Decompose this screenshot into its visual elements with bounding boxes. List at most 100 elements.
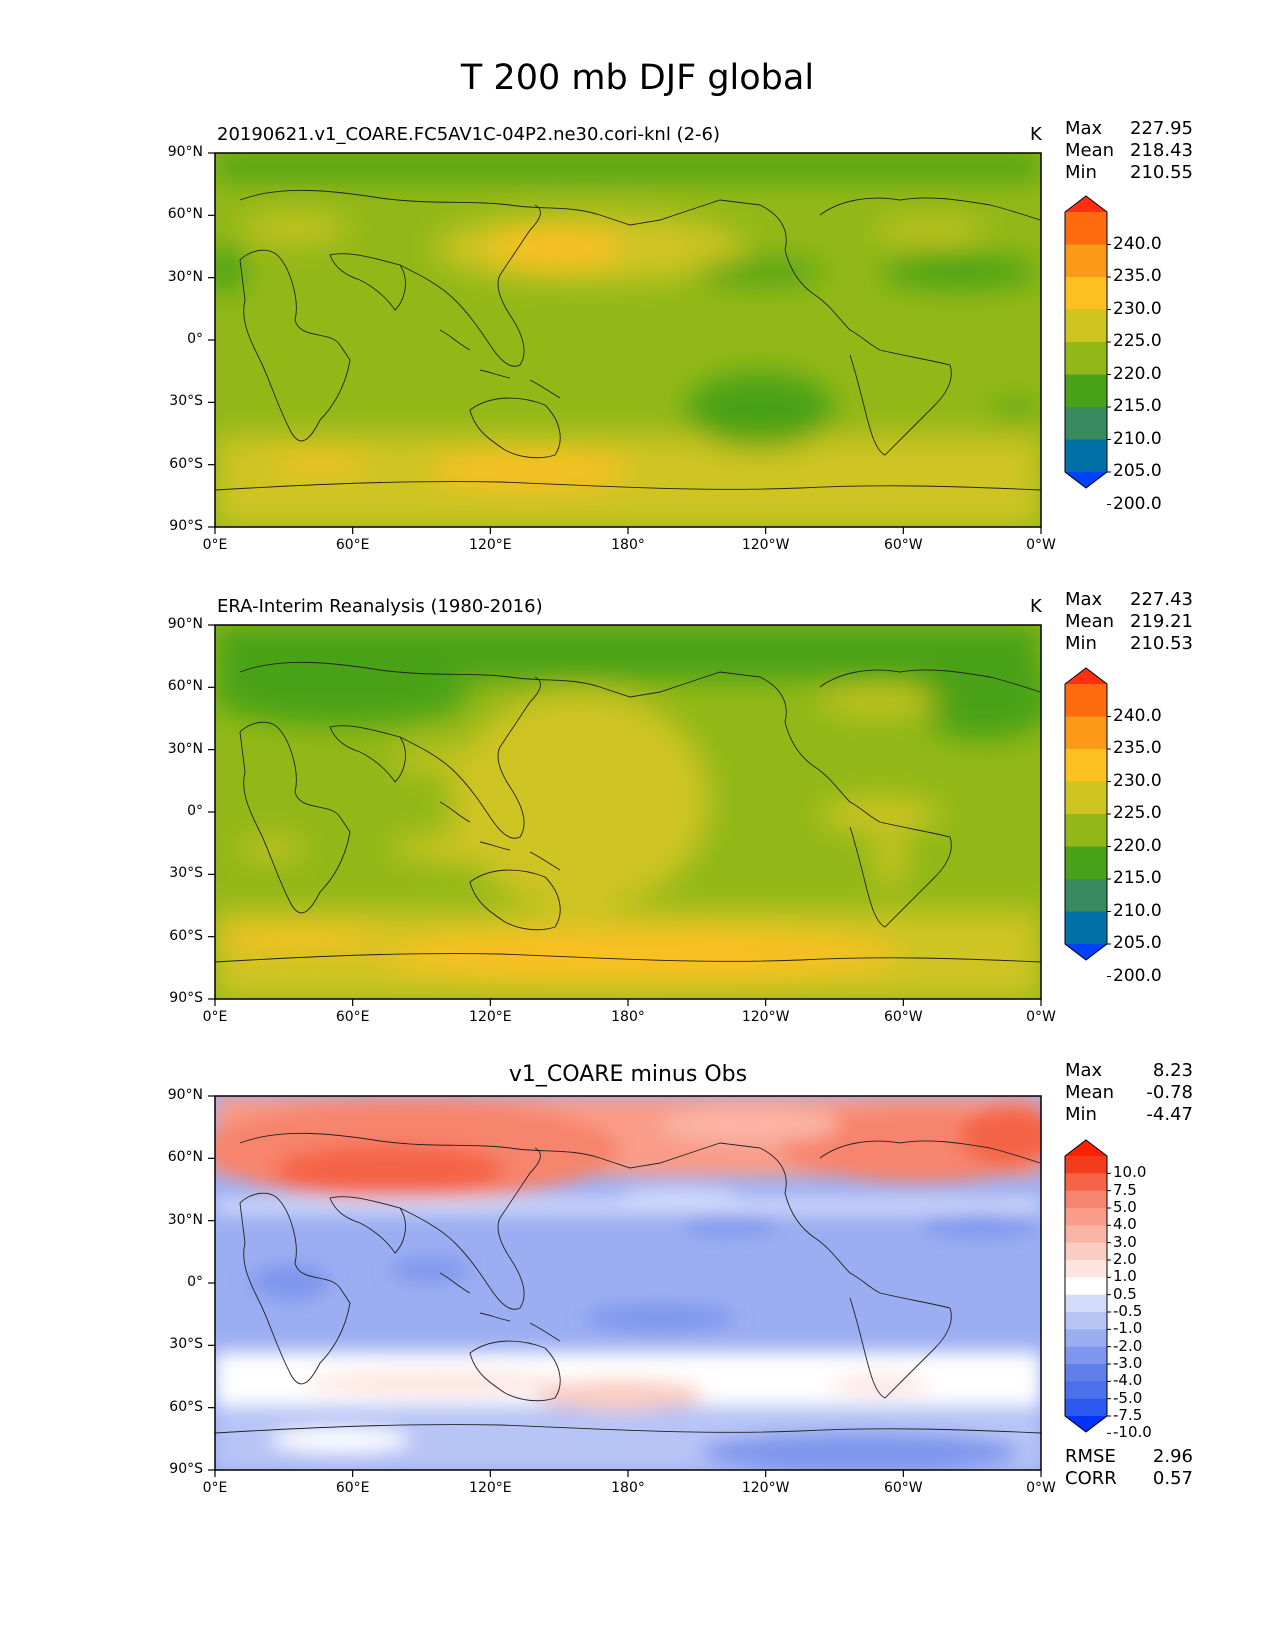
- colorbar-extend-max: [1065, 668, 1107, 684]
- colorbar-segment: [1065, 1398, 1107, 1417]
- panel-3-title: v1_COARE minus Obs: [508, 1062, 748, 1087]
- colorbar-label: 3.0: [1113, 1232, 1137, 1251]
- colorbar-label: -10.0: [1113, 1423, 1152, 1442]
- colorbar-extend-min: [1065, 944, 1107, 960]
- colorbar-label: 220.0: [1113, 363, 1162, 384]
- colorbar-segment: [1065, 1329, 1107, 1348]
- stat-max-label: Max: [1065, 1060, 1103, 1081]
- colorbar-label: -7.5: [1113, 1406, 1143, 1424]
- colorbar-segment: [1065, 1381, 1107, 1400]
- panel-3-map: [215, 1096, 1041, 1470]
- colorbar-label: 240.0: [1113, 233, 1162, 254]
- stat-max-label: Max: [1065, 589, 1103, 610]
- lon-tick-label: 0°W: [1026, 537, 1056, 553]
- stat-min-value: 210.55: [1130, 162, 1193, 183]
- colorbar-label: 215.0: [1113, 868, 1162, 888]
- lon-tick-label: 120°E: [469, 1009, 512, 1025]
- lat-tick-label: 90°S: [169, 1461, 203, 1477]
- lon-tick-label: 180°: [611, 1009, 645, 1025]
- lon-tick-label: 60°W: [883, 1009, 923, 1025]
- colorbar-segment: [1065, 716, 1107, 750]
- colorbar-label: 200.0: [1113, 493, 1162, 514]
- lat-tick-label: 0°: [187, 1274, 203, 1290]
- colorbar-2: [1064, 667, 1111, 977]
- colorbar-segment: [1065, 684, 1107, 717]
- colorbar-extend-max: [1065, 1140, 1107, 1156]
- stat-mean-value: 218.43: [1130, 140, 1193, 161]
- lon-tick-label: 120°W: [741, 1009, 790, 1025]
- lat-tick-label: 90°S: [169, 990, 203, 1006]
- colorbar-label: 0.5: [1113, 1284, 1137, 1303]
- colorbar-segment: [1065, 1225, 1107, 1244]
- colorbar-segment: [1065, 1242, 1107, 1261]
- lat-tick-label: 90°S: [169, 518, 203, 534]
- lon-tick-label: 180°: [611, 537, 645, 553]
- panel-2-map: [215, 625, 1041, 999]
- panel-1-title: 20190621.v1_COARE.FC5AV1C-04P2.ne30.cori…: [217, 124, 720, 145]
- colorbar-label: 4.0: [1113, 1215, 1137, 1234]
- colorbar-segment: [1065, 1277, 1107, 1296]
- colorbar-segment: [1065, 814, 1107, 847]
- lon-tick-label: 0°E: [202, 537, 228, 553]
- colorbar-segment: [1065, 911, 1107, 945]
- colorbar-segment: [1065, 309, 1107, 343]
- stat-mean-label: Mean: [1065, 611, 1115, 632]
- colorbar-label: 225.0: [1113, 331, 1162, 351]
- lat-tick-label: 60°S: [169, 455, 203, 472]
- stat-min-label: Min: [1065, 1104, 1097, 1125]
- colorbar-extend-min: [1065, 1416, 1107, 1432]
- lat-tick-label: 90°N: [167, 144, 203, 160]
- lat-tick-label: 60°S: [169, 1398, 203, 1415]
- lon-tick-label: 60°E: [335, 537, 370, 553]
- panel-3-stats: Max 8.23 Mean -0.78 Min -4.47: [1065, 1060, 1193, 1126]
- panel-1-stats: Max 227.95 Mean 218.43 Min 210.55: [1065, 118, 1193, 184]
- colorbar-3: [1064, 1139, 1111, 1434]
- stat-max-value: 227.43: [1130, 589, 1193, 610]
- colorbar-label: 1.0: [1113, 1267, 1137, 1286]
- stat-min-label: Min: [1065, 633, 1097, 654]
- colorbar-label: 230.0: [1113, 770, 1162, 791]
- lat-tick-label: 30°S: [169, 865, 203, 882]
- stat-min-value: 210.53: [1130, 633, 1193, 654]
- colorbar-segment: [1065, 407, 1107, 440]
- colorbar-label: -2.0: [1113, 1336, 1143, 1355]
- colorbar-segment: [1065, 1312, 1107, 1330]
- colorbar-label: 2.0: [1113, 1250, 1137, 1268]
- colorbar-label: -3.0: [1113, 1354, 1143, 1372]
- panel-2-stats: Max 227.43 Mean 219.21 Min 210.53: [1065, 589, 1193, 655]
- colorbar-label: 205.0: [1113, 933, 1162, 953]
- colorbar-segment: [1065, 244, 1107, 278]
- lat-tick-label: 90°N: [167, 1087, 203, 1103]
- colorbar-extend-min: [1065, 472, 1107, 488]
- colorbar-label: -5.0: [1113, 1388, 1143, 1407]
- colorbar-label: 235.0: [1113, 266, 1162, 286]
- colorbar-label: 210.0: [1113, 428, 1162, 449]
- lon-tick-label: 120°E: [469, 1480, 512, 1496]
- lat-tick-label: 60°S: [169, 927, 203, 944]
- lat-tick-label: 30°N: [167, 740, 203, 757]
- colorbar-label: 210.0: [1113, 900, 1162, 921]
- lat-tick-label: 60°N: [167, 206, 203, 223]
- stat-corr-value: 0.57: [1152, 1468, 1193, 1489]
- panel-2-units: K: [1030, 596, 1042, 617]
- colorbar-label: -0.5: [1113, 1302, 1143, 1320]
- lon-tick-label: 0°E: [202, 1009, 228, 1025]
- colorbar-label: 200.0: [1113, 965, 1162, 986]
- colorbar-label: 240.0: [1113, 705, 1162, 726]
- colorbar-label: 10.0: [1113, 1163, 1147, 1182]
- lat-tick-label: 0°: [187, 803, 203, 819]
- lon-tick-label: 0°W: [1026, 1009, 1056, 1025]
- panel-3-extra-stats: RMSE 2.96 CORR 0.57: [1065, 1446, 1193, 1490]
- stat-min-value: -4.47: [1146, 1104, 1193, 1125]
- stat-mean-value: -0.78: [1146, 1082, 1193, 1103]
- colorbar-extend-max: [1065, 196, 1107, 212]
- lat-tick-label: 30°S: [169, 1336, 203, 1353]
- lon-tick-label: 120°W: [741, 537, 790, 553]
- lat-tick-label: 60°N: [167, 1149, 203, 1166]
- colorbar-1: [1064, 195, 1111, 505]
- colorbar-label: -1.0: [1113, 1319, 1143, 1338]
- lon-tick-label: 60°E: [335, 1009, 370, 1025]
- colorbar-segment: [1065, 1173, 1107, 1192]
- stat-corr-label: CORR: [1065, 1468, 1117, 1489]
